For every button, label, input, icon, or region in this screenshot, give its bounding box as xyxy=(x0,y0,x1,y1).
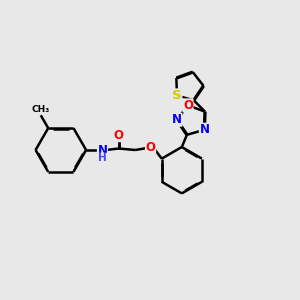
Text: S: S xyxy=(172,89,182,102)
Text: N: N xyxy=(200,123,209,136)
Text: O: O xyxy=(183,99,193,112)
Text: O: O xyxy=(146,141,156,154)
Text: N: N xyxy=(98,143,107,157)
Text: O: O xyxy=(114,129,124,142)
Text: CH₃: CH₃ xyxy=(31,105,49,114)
Text: H: H xyxy=(98,153,107,163)
Text: N: N xyxy=(172,113,182,126)
